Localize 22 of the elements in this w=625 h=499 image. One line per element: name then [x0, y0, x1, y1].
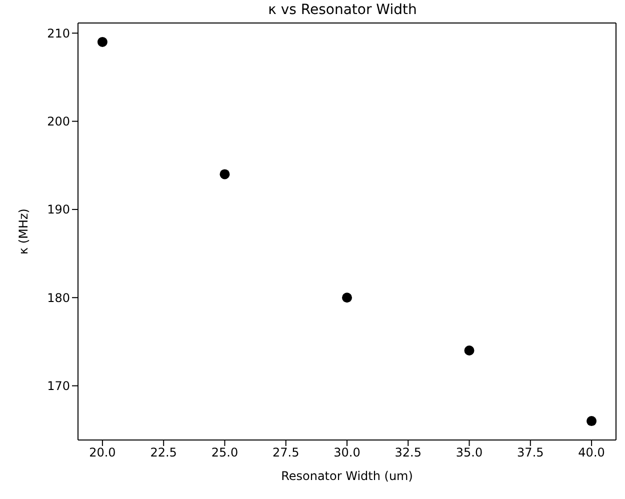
x-tick-label: 25.0	[211, 446, 238, 460]
point	[464, 346, 474, 356]
y-axis-title: κ (MHz)	[16, 208, 30, 254]
point	[220, 169, 230, 180]
x-tick-label: 37.5	[517, 446, 544, 460]
x-tick-label: 27.5	[272, 446, 300, 460]
x-tick-label: 20.0	[89, 446, 116, 460]
y-tick-label: 210	[47, 26, 70, 40]
x-tick-label: 35.0	[456, 446, 483, 460]
y-tick-label: 200	[47, 114, 70, 129]
chart-title: κ vs Resonator Width	[267, 2, 418, 20]
point	[97, 36, 108, 47]
x-tick-label: 30.0	[334, 446, 360, 460]
y-tick-label: 180	[47, 290, 70, 305]
x-tick-label: 32.5	[394, 446, 422, 460]
point	[586, 416, 597, 426]
x-axis-title: Resonator Width (um)	[281, 469, 413, 483]
y-tick-label: 190	[47, 202, 70, 217]
x-tick-label: 22.5	[150, 446, 177, 460]
x-tick-label: 40.0	[578, 446, 605, 460]
y-tick-label: 170	[47, 379, 70, 394]
point	[342, 292, 352, 303]
